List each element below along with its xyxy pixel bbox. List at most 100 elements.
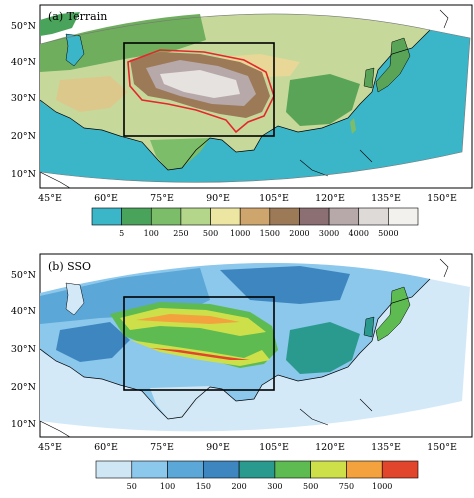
sso-lon-tick-75: 75°E (150, 442, 174, 453)
domain-outline (40, 13, 471, 183)
sso-colorbar-swatch (238, 460, 276, 479)
lon-tick-45: 45°E (38, 193, 62, 204)
land-east-china (286, 74, 360, 126)
terrain-colorbar-tick-label: 1000 (230, 229, 250, 238)
sso-kunlun-core (136, 314, 240, 324)
terrain-colorbar-tick-label: 5 (119, 229, 124, 238)
sso-colorbar-tick-label: 150 (196, 482, 211, 491)
sso-coast-kamchatka (439, 258, 449, 278)
panel-terrain: (a) Terrain 50°N 40°N 30°N 20°N 10°N 45°… (11, 4, 473, 238)
land-central-asia (40, 14, 206, 72)
sso-colorbar-swatch (167, 460, 204, 479)
sso-lon-tick-120: 120°E (315, 442, 345, 453)
sso-lon-tick-135: 135°E (371, 442, 401, 453)
tibet-plateau-top (160, 70, 240, 98)
sso-lat-tick-30: 30°N (11, 344, 36, 355)
coastline (40, 29, 431, 171)
terrain-colorbar-tick-label: 4000 (349, 229, 369, 238)
sso-mongolia (220, 266, 350, 304)
lat-tick-10: 10°N (11, 169, 36, 180)
terrain-lat-axis: 50°N 40°N 30°N 20°N 10°N (11, 21, 36, 180)
sso-study-area-box (123, 296, 275, 391)
lon-tick-105: 105°E (259, 193, 289, 204)
terrain-colorbar-swatch (121, 207, 152, 226)
sso-map (40, 258, 470, 437)
sso-himalaya-core (150, 348, 250, 360)
panel-sso: (b) SSO 50°N 40°N 30°N 20°N 10°N 45°E 60… (11, 253, 473, 491)
terrain-lon-axis: 45°E 60°E 75°E 90°E 105°E 120°E 135°E 15… (38, 193, 457, 204)
terrain-colorbar-swatch (388, 207, 419, 226)
coast-islands (299, 149, 373, 177)
lat-tick-40: 40°N (11, 57, 36, 68)
terrain-colorbar-tick-label: 250 (173, 229, 188, 238)
terrain-map (40, 9, 471, 188)
terrain-colorbar-swatch (91, 207, 122, 226)
sso-lat-tick-20: 20°N (11, 382, 36, 393)
sso-india (150, 386, 210, 419)
sso-colorbar-swatch (381, 460, 419, 479)
sso-lon-tick-45: 45°E (38, 442, 62, 453)
land-iran (56, 76, 128, 112)
sso-colorbar-swatch (203, 460, 240, 479)
sso-colorbar-tick-label: 100 (160, 482, 175, 491)
sso-coast-islands (299, 398, 373, 426)
panel-sso-label: (b) SSO (48, 260, 91, 273)
sso-colorbar-swatch (131, 460, 168, 479)
sso-korea (363, 316, 375, 338)
lon-tick-60: 60°E (94, 193, 118, 204)
caspian-sea (65, 33, 85, 67)
sso-east-china (286, 322, 360, 374)
sso-lon-tick-60: 60°E (94, 442, 118, 453)
terrain-colorbar-swatch (239, 207, 271, 226)
study-area-box (123, 42, 275, 137)
sso-lat-tick-50: 50°N (11, 270, 36, 281)
sso-colorbar-swatch (310, 460, 347, 479)
tibet-contour (127, 49, 275, 134)
lon-tick-75: 75°E (150, 193, 174, 204)
panel-terrain-label: (a) Terrain (48, 10, 107, 23)
coast-kamchatka (439, 9, 449, 29)
terrain-colorbar-tick-label: 5000 (378, 229, 398, 238)
lat-tick-20: 20°N (11, 131, 36, 142)
sso-coast-africa (40, 420, 71, 437)
korea (363, 67, 375, 89)
land-north (40, 12, 80, 36)
sso-coastline (40, 278, 431, 420)
sso-colorbar-swatch (95, 460, 133, 479)
terrain-colorbar-swatch (269, 207, 300, 226)
terrain-colorbar-swatch (299, 207, 330, 226)
sso-lon-axis: 45°E 60°E 75°E 90°E 105°E 120°E 135°E 15… (38, 442, 457, 453)
terrain-colorbar-swatch (180, 207, 211, 226)
terrain-colorbar-tick-label: 500 (203, 229, 218, 238)
land-india (150, 138, 210, 170)
sso-lon-tick-105: 105°E (259, 442, 289, 453)
sso-colorbar-tick-label: 300 (267, 482, 282, 491)
terrain-colorbar-swatch (150, 207, 182, 226)
terrain-colorbar-swatch (328, 207, 360, 226)
coast-africa (40, 171, 71, 188)
terrain-colorbar-tick-label: 2000 (289, 229, 309, 238)
terrain-colorbar-tick-label: 100 (144, 229, 159, 238)
terrain-colorbar-tick-label: 1500 (260, 229, 280, 238)
lon-tick-150: 150°E (427, 193, 457, 204)
sso-lat-tick-10: 10°N (11, 419, 36, 430)
terrain-colorbar-tick-label: 3000 (319, 229, 339, 238)
terrain-colorbar-swatch (210, 207, 241, 226)
taiwan (350, 118, 356, 134)
sso-colorbar-swatch (274, 460, 311, 479)
lat-tick-30: 30°N (11, 93, 36, 104)
terrain-colorbar-swatch (358, 207, 389, 226)
sso-caspian (65, 282, 85, 316)
lon-tick-90: 90°E (206, 193, 230, 204)
lat-tick-50: 50°N (11, 21, 36, 32)
sso-lat-tick-40: 40°N (11, 306, 36, 317)
sso-colorbar-tick-label: 200 (231, 482, 246, 491)
sso-colorbar-tick-label: 50 (127, 482, 137, 491)
sso-lat-axis: 50°N 40°N 30°N 20°N 10°N (11, 270, 36, 430)
sso-colorbar: 50 100 150 200 300 500 750 1000 (95, 460, 419, 491)
lon-tick-120: 120°E (315, 193, 345, 204)
sso-iran (56, 322, 130, 362)
sso-lon-tick-150: 150°E (427, 442, 457, 453)
